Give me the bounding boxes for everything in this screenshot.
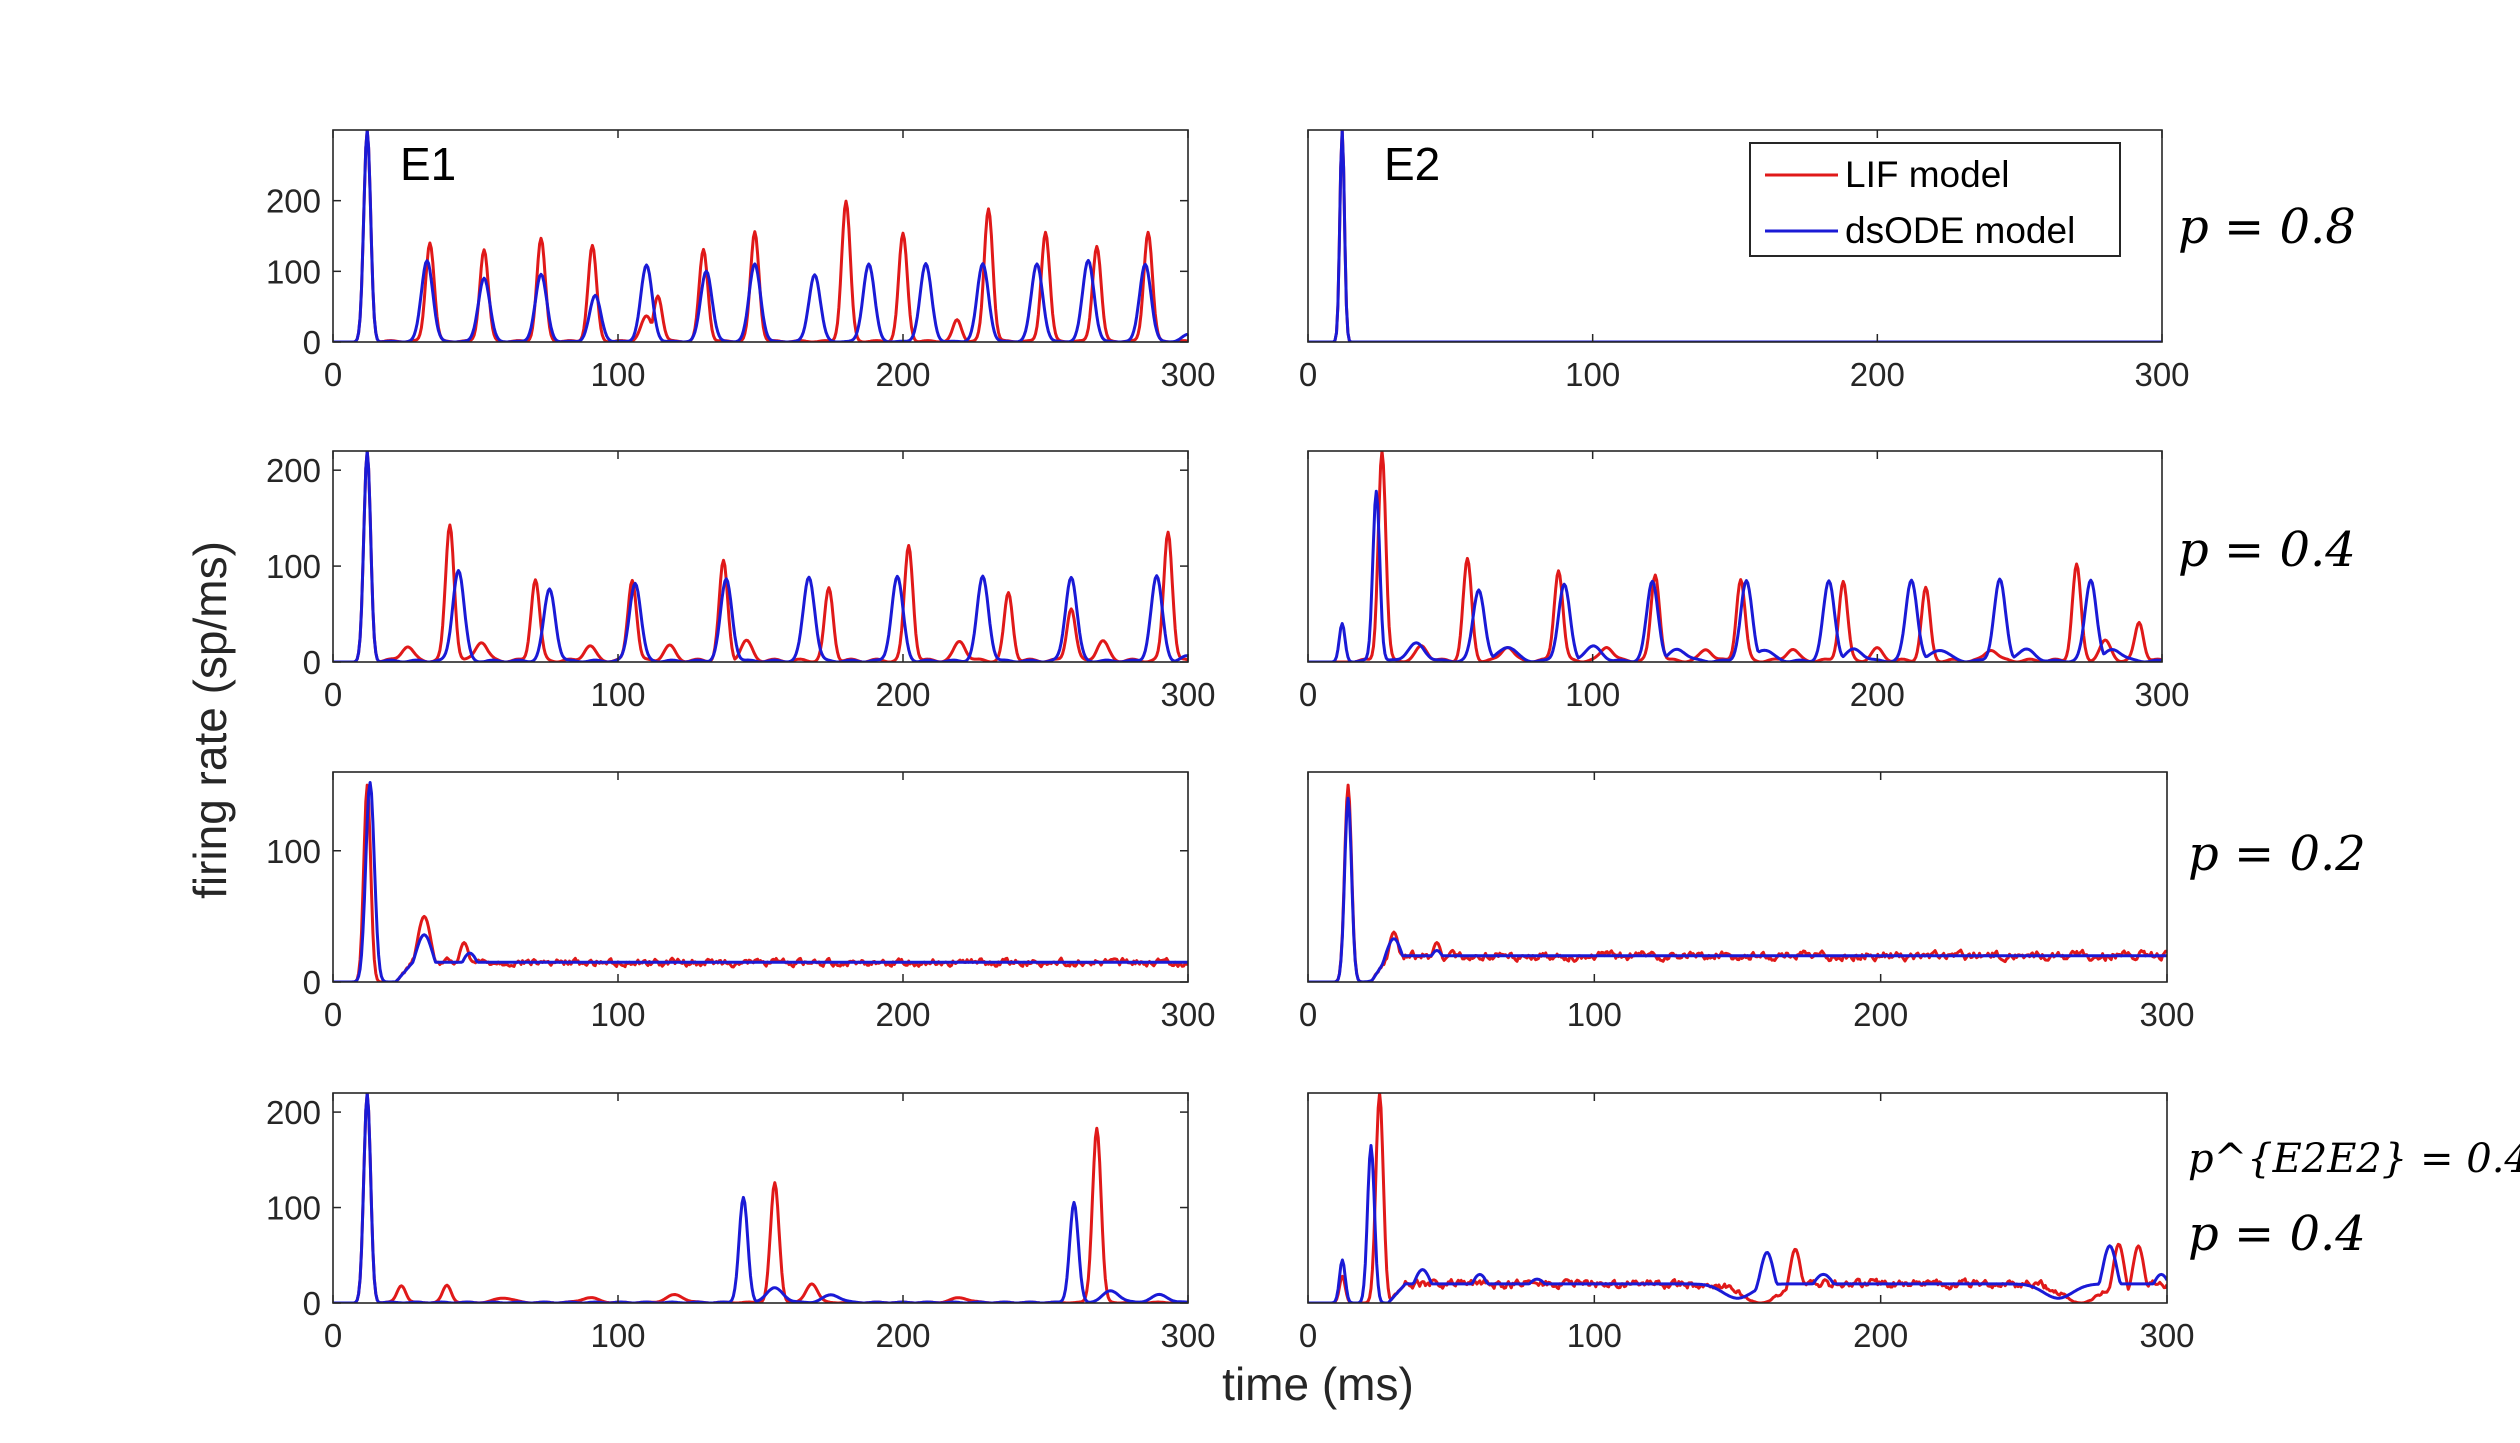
x-tick-label: 100 bbox=[590, 996, 645, 1033]
axes-box bbox=[1307, 771, 2168, 983]
x-tick-label: 100 bbox=[590, 676, 645, 713]
panel-e1-row3: 0 100 200 300 0 100 bbox=[266, 771, 1216, 1033]
y-axis-label: firing rate (sp/ms) bbox=[184, 541, 236, 899]
x-tick-label: 100 bbox=[1565, 356, 1620, 393]
legend-label-dsode: dsODE model bbox=[1845, 210, 2075, 251]
axes-box bbox=[1307, 1092, 2168, 1304]
x-tick-label: 0 bbox=[1299, 676, 1317, 713]
panel-e1-row2: 0 100 200 300 0 100 200 bbox=[266, 450, 1216, 713]
series-dsode bbox=[1308, 796, 2167, 982]
x-tick-label: 0 bbox=[1299, 1317, 1317, 1354]
axes-box bbox=[1307, 129, 2163, 343]
plot-area bbox=[1308, 1093, 2167, 1303]
y-tick-label: 100 bbox=[266, 548, 321, 585]
panel-title-e1: E1 bbox=[400, 138, 456, 190]
y-tick-label: 200 bbox=[266, 1094, 321, 1131]
row-label-2: p = 0.4 bbox=[2178, 522, 2356, 578]
x-tick-label: 300 bbox=[1160, 676, 1215, 713]
y-tick-label: 0 bbox=[303, 1285, 321, 1322]
x-tick-label: 0 bbox=[1299, 356, 1317, 393]
x-tick-label: 200 bbox=[1850, 356, 1905, 393]
series-lif bbox=[1308, 783, 2167, 982]
plot-area bbox=[333, 451, 1188, 662]
panel-e2-row3: 0 100 200 300 bbox=[1299, 771, 2195, 1033]
panel-e1-row4: 0 100 200 300 0 100 200 bbox=[266, 1092, 1216, 1354]
x-tick-label: 100 bbox=[1567, 1317, 1622, 1354]
x-tick-label: 200 bbox=[1850, 676, 1905, 713]
row-label-3: p = 0.2 bbox=[2188, 826, 2366, 882]
axes-box bbox=[332, 450, 1189, 663]
x-tick-label: 100 bbox=[1565, 676, 1620, 713]
x-tick-label: 300 bbox=[2139, 996, 2194, 1033]
y-tick-label: 0 bbox=[303, 644, 321, 681]
axes-box bbox=[332, 129, 1189, 343]
x-tick-label: 0 bbox=[1299, 996, 1317, 1033]
legend-label-lif: LIF model bbox=[1845, 154, 2010, 195]
x-tick-label: 200 bbox=[875, 356, 930, 393]
x-tick-label: 300 bbox=[1160, 356, 1215, 393]
x-tick-label: 100 bbox=[590, 1317, 645, 1354]
x-tick-label: 200 bbox=[1853, 996, 1908, 1033]
x-tick-label: 300 bbox=[1160, 1317, 1215, 1354]
panel-e1-row1: 0 100 200 300 0 100 200 bbox=[266, 129, 1216, 393]
row-label-4a: p^{E2E2} = 0.45 bbox=[2188, 1136, 2520, 1182]
panel-title-e2: E2 bbox=[1384, 138, 1440, 190]
axes-box bbox=[332, 1092, 1189, 1304]
plot-area bbox=[333, 1093, 1188, 1303]
y-tick-label: 100 bbox=[266, 253, 321, 290]
x-tick-label: 200 bbox=[875, 996, 930, 1033]
x-tick-label: 0 bbox=[324, 676, 342, 713]
x-tick-label: 100 bbox=[590, 356, 645, 393]
series-dsode bbox=[333, 130, 1188, 342]
x-tick-label: 300 bbox=[2134, 676, 2189, 713]
series-dsode bbox=[333, 781, 1188, 982]
row-label-1: p = 0.8 bbox=[2178, 199, 2356, 255]
x-tick-label: 300 bbox=[2134, 356, 2189, 393]
x-tick-label: 200 bbox=[875, 1317, 930, 1354]
axes-box bbox=[1307, 450, 2163, 663]
y-tick-label: 100 bbox=[266, 833, 321, 870]
y-tick-label: 200 bbox=[266, 452, 321, 489]
legend-box bbox=[1749, 142, 2121, 257]
series-dsode bbox=[1308, 1144, 2167, 1303]
axes-box bbox=[332, 771, 1189, 983]
panels: 0 100 200 300 0 100 200 0 100 200 300 0 100 200 300 0 10… bbox=[266, 129, 2195, 1354]
plot-area bbox=[1308, 772, 2167, 982]
x-tick-label: 0 bbox=[324, 356, 342, 393]
x-tick-label: 100 bbox=[1567, 996, 1622, 1033]
panel-e2-row4: 0 100 200 300 bbox=[1299, 1092, 2195, 1354]
x-tick-label: 300 bbox=[2139, 1317, 2194, 1354]
y-tick-label: 0 bbox=[303, 964, 321, 1001]
x-tick-label: 0 bbox=[324, 1317, 342, 1354]
row-label-4b: p = 0.4 bbox=[2188, 1206, 2366, 1262]
legend: LIF model dsODE model bbox=[1749, 142, 2121, 257]
y-tick-label: 0 bbox=[303, 324, 321, 361]
panel-e2-row2: 0 100 200 300 bbox=[1299, 450, 2190, 713]
y-tick-label: 200 bbox=[266, 183, 321, 220]
x-tick-label: 200 bbox=[1853, 1317, 1908, 1354]
x-tick-label: 300 bbox=[1160, 996, 1215, 1033]
x-tick-label: 0 bbox=[324, 996, 342, 1033]
plot-area bbox=[333, 772, 1188, 982]
y-tick-label: 100 bbox=[266, 1190, 321, 1227]
x-axis-label: time (ms) bbox=[1222, 1358, 1414, 1410]
x-tick-label: 200 bbox=[875, 676, 930, 713]
